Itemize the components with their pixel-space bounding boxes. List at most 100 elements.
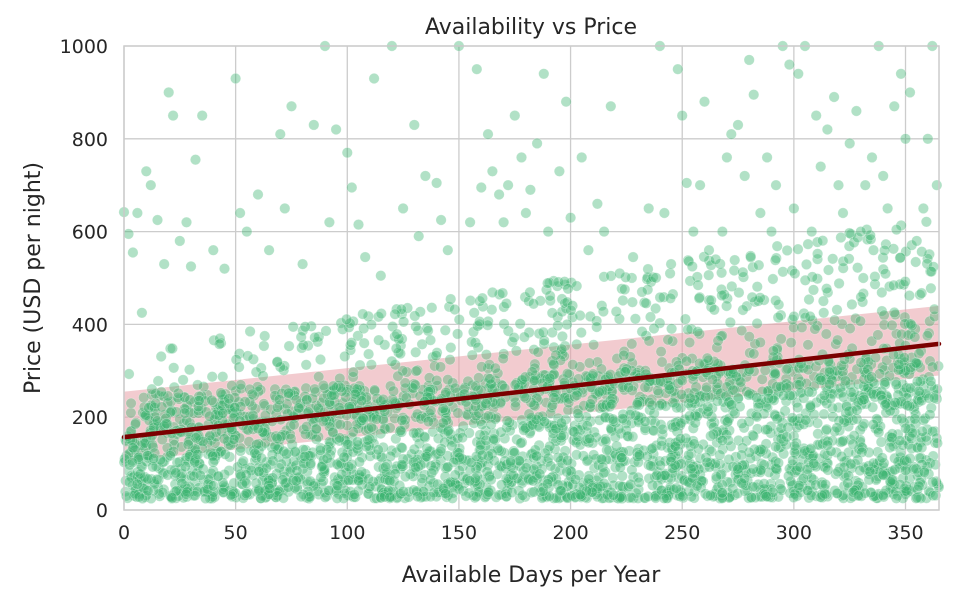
- scatter-point: [754, 336, 766, 348]
- scatter-point: [352, 422, 364, 434]
- scatter-point: [222, 430, 234, 442]
- scatter-point: [928, 392, 940, 404]
- x-tick-label: 350: [887, 522, 923, 544]
- scatter-point: [480, 490, 492, 502]
- scatter-point: [796, 321, 808, 333]
- scatter-point: [548, 392, 560, 404]
- scatter-point: [777, 380, 789, 392]
- scatter-point: [488, 433, 500, 445]
- scatter-point: [309, 480, 321, 492]
- scatter-point: [832, 401, 844, 413]
- scatter-point: [471, 436, 483, 448]
- scatter-point: [480, 425, 492, 437]
- scatter-point: [587, 368, 599, 380]
- scatter-point: [800, 414, 812, 426]
- scatter-point: [913, 480, 925, 492]
- scatter-point: [421, 448, 433, 460]
- scatter-point: [267, 489, 279, 501]
- scatter-point: [368, 73, 380, 85]
- scatter-point: [142, 485, 154, 497]
- scatter-point: [705, 294, 717, 306]
- scatter-point: [664, 292, 676, 304]
- scatter-point: [469, 492, 481, 504]
- scatter-point: [701, 456, 713, 468]
- scatter-point: [353, 475, 365, 487]
- scatter-point: [847, 414, 859, 426]
- scatter-point: [142, 449, 154, 461]
- scatter-point: [538, 474, 550, 486]
- scatter-point: [186, 465, 198, 477]
- scatter-point: [395, 424, 407, 436]
- scatter-point: [259, 484, 271, 496]
- scatter-point: [396, 442, 408, 454]
- scatter-point: [126, 457, 138, 469]
- scatter-point: [916, 287, 928, 299]
- scatter-point: [725, 379, 737, 391]
- scatter-point: [190, 448, 202, 460]
- scatter-point: [574, 488, 586, 500]
- scatter-point: [869, 464, 881, 476]
- scatter-point: [509, 400, 521, 412]
- scatter-point: [304, 429, 316, 441]
- scatter-point: [751, 317, 763, 329]
- scatter-point: [900, 484, 912, 496]
- x-tick-label: 50: [224, 522, 248, 544]
- scatter-point: [486, 286, 498, 298]
- scatter-point: [215, 445, 227, 457]
- scatter-point: [598, 226, 610, 238]
- scatter-point: [648, 425, 660, 437]
- scatter-point: [460, 454, 472, 466]
- scatter-point: [168, 362, 180, 374]
- scatter-point: [485, 411, 497, 423]
- scatter-point: [452, 407, 464, 419]
- scatter-point: [845, 458, 857, 470]
- scatter-point: [267, 455, 279, 467]
- scatter-point: [342, 384, 354, 396]
- scatter-point: [660, 387, 672, 399]
- scatter-point: [649, 471, 661, 483]
- scatter-point: [910, 408, 922, 420]
- scatter-point: [647, 455, 659, 467]
- scatter-point: [146, 400, 158, 412]
- scatter-point: [782, 421, 794, 433]
- scatter-point: [751, 281, 763, 293]
- scatter-point: [869, 352, 881, 364]
- scatter-point: [410, 411, 422, 423]
- scatter-point: [802, 339, 814, 351]
- scatter-point: [838, 480, 850, 492]
- scatter-point: [670, 440, 682, 452]
- scatter-point: [453, 314, 465, 326]
- scatter-point: [767, 273, 779, 285]
- scatter-point: [877, 460, 889, 472]
- scatter-point: [372, 444, 384, 456]
- scatter-point: [763, 466, 775, 478]
- scatter-point: [738, 459, 750, 471]
- scatter-point: [490, 411, 502, 423]
- scatter-point: [575, 327, 587, 339]
- scatter-point: [667, 449, 679, 461]
- scatter-point: [375, 270, 387, 282]
- scatter-point: [295, 491, 307, 503]
- scatter-point: [358, 337, 370, 349]
- scatter-point: [421, 387, 433, 399]
- scatter-point: [201, 389, 213, 401]
- scatter-point: [580, 426, 592, 438]
- scatter-point: [351, 472, 363, 484]
- scatter-point: [273, 394, 285, 406]
- scatter-point: [747, 430, 759, 442]
- scatter-point: [803, 416, 815, 428]
- scatter-point: [354, 390, 366, 402]
- scatter-point: [217, 371, 229, 383]
- scatter-point: [178, 492, 190, 504]
- y-tick-label: 800: [72, 129, 108, 151]
- scatter-point: [524, 371, 536, 383]
- scatter-point: [399, 492, 411, 504]
- scatter-point: [464, 216, 476, 228]
- scatter-point: [295, 451, 307, 463]
- scatter-point: [396, 414, 408, 426]
- scatter-point: [878, 309, 890, 321]
- scatter-point: [591, 491, 603, 503]
- scatter-point: [495, 461, 507, 473]
- scatter-point: [408, 443, 420, 455]
- scatter-point: [351, 436, 363, 448]
